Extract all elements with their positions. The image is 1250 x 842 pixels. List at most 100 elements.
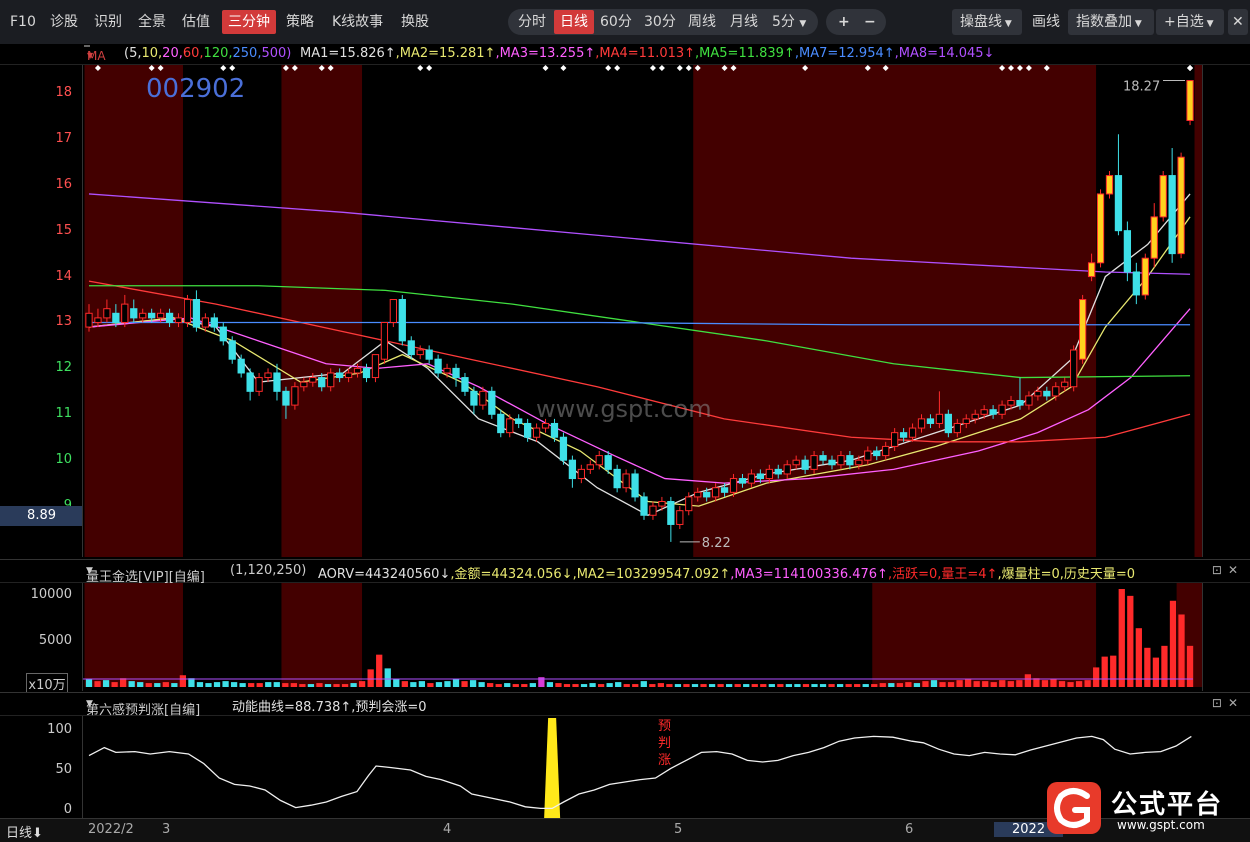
volume-bar	[179, 675, 187, 687]
panel-window-icons[interactable]: ⊡✕	[1211, 696, 1244, 710]
candle-body	[479, 390, 487, 406]
volume-bar	[1186, 645, 1194, 687]
volume-bar	[290, 683, 297, 687]
volume-bar	[930, 680, 938, 687]
right-margin	[1202, 65, 1250, 557]
price-axis: 18 17 16 15 14 13 12 11 10 9	[0, 65, 83, 557]
candlestick-chart[interactable]: 18.27 8.22	[83, 65, 1203, 557]
candle-body	[327, 372, 335, 388]
volume-bar	[239, 683, 246, 687]
price-tick: 14	[55, 268, 72, 284]
candle-body	[747, 473, 756, 484]
period-intraday[interactable]: 分时	[518, 14, 546, 30]
volume-bar	[162, 682, 169, 687]
volume-bar	[128, 681, 135, 687]
candle-body	[130, 308, 138, 319]
tb-overview[interactable]: 全景	[138, 14, 166, 30]
candle-body	[407, 340, 415, 356]
tb-three-minutes[interactable]: 三分钟	[222, 10, 276, 34]
tb-valuation[interactable]: 估值	[182, 14, 210, 30]
volume-bar	[393, 679, 400, 687]
candle-body	[873, 450, 881, 457]
ma-param: (5,	[124, 46, 142, 61]
tb-diagnose[interactable]: 诊股	[50, 14, 78, 30]
candle-body	[273, 372, 281, 392]
top-toolbar: F10 诊股 识别 全景 估值 三分钟 策略 K线故事 换股 分时 日线 60分…	[0, 0, 1250, 45]
volume-bar	[102, 680, 110, 687]
candle-body	[962, 418, 970, 424]
volume-bar	[734, 684, 741, 687]
candle-body	[237, 358, 245, 374]
candle-body	[1052, 386, 1060, 397]
panel-window-icons[interactable]: ⊡✕	[1211, 563, 1244, 577]
ma-line-MA7	[89, 321, 1191, 326]
period-weekly[interactable]: 周线	[688, 14, 716, 30]
candle-body	[461, 377, 469, 392]
date-label: 6	[905, 822, 914, 837]
price-tick: 10	[55, 452, 72, 468]
price-tick: 15	[55, 222, 72, 238]
tb-identify[interactable]: 识别	[94, 14, 122, 30]
candle-body	[622, 473, 630, 489]
volume-bar	[708, 684, 716, 687]
candle-body	[819, 455, 827, 461]
candle-body	[165, 312, 174, 323]
volume-bar	[512, 684, 519, 687]
candle-body	[353, 367, 362, 374]
volume-bar	[956, 680, 963, 687]
period-30min[interactable]: 30分	[644, 14, 676, 30]
index-overlay-button[interactable]: 指数叠加 ▼	[1070, 10, 1148, 34]
tb-switch-stock[interactable]: 换股	[401, 14, 429, 30]
volume-value: ,金额=44324.056↓	[450, 567, 573, 582]
tb-f10[interactable]: F10	[10, 14, 36, 30]
zoom-in-button[interactable]: +	[838, 14, 850, 30]
ma-dropdown[interactable]: MA ▼	[84, 45, 106, 63]
volume-bar	[341, 684, 349, 687]
volume-bar	[589, 683, 596, 687]
volume-bar	[1033, 678, 1040, 687]
close-bg	[1228, 9, 1248, 35]
period-monthly[interactable]: 月线	[730, 14, 758, 30]
period-60min[interactable]: 60分	[600, 14, 632, 30]
candle-body	[1186, 80, 1194, 121]
period-daily[interactable]: 日线	[554, 10, 594, 34]
candle-body	[837, 455, 845, 466]
candle-body	[720, 487, 729, 493]
volume-bar	[1084, 680, 1091, 687]
candle-body	[944, 413, 952, 434]
draw-line-button[interactable]: 画线	[1032, 14, 1060, 30]
zoom-out-button[interactable]: −	[864, 14, 876, 30]
candle-body	[264, 372, 272, 379]
candle-body	[371, 354, 380, 379]
date-label-current: 2022	[994, 822, 1064, 837]
candle-body	[506, 418, 514, 434]
volume-bar	[478, 682, 485, 687]
volume-bar	[529, 683, 536, 687]
candle-body	[344, 372, 353, 379]
ma-value: MA1=15.826↑	[300, 46, 396, 61]
volume-bar	[819, 684, 827, 687]
candle-body	[1007, 400, 1015, 406]
momentum-header: 第六感预判涨[自编] ▼ 动能曲线=88.738↑,预判会涨=0 ⊡✕	[0, 692, 1250, 718]
volume-highlight-band	[281, 583, 363, 687]
trade-line-button[interactable]: 操盘线 ▼	[954, 10, 1018, 34]
volume-bar	[213, 682, 221, 687]
period-switch[interactable]: 日线⬇	[6, 822, 43, 841]
candle-body	[1114, 175, 1123, 232]
momentum-indicator-label: 第六感预判涨[自编]	[86, 703, 201, 718]
volume-bar	[973, 681, 980, 687]
period-5min[interactable]: 5分 ▼	[766, 10, 812, 34]
tb-strategy[interactable]: 策略	[286, 14, 314, 30]
momentum-chart[interactable]	[83, 716, 1203, 818]
volume-bar	[120, 678, 127, 687]
volume-chart[interactable]	[83, 583, 1203, 691]
volume-bar	[555, 683, 562, 687]
candle-body	[434, 358, 442, 374]
add-watchlist-button[interactable]: +自选 ▼	[1158, 10, 1220, 34]
volume-bar	[760, 684, 767, 687]
close-icon[interactable]: ✕	[1232, 14, 1244, 30]
candle-body	[103, 308, 111, 319]
tb-kline-story[interactable]: K线故事	[332, 14, 384, 30]
volume-bar	[1067, 682, 1074, 687]
candle-body	[309, 377, 317, 383]
